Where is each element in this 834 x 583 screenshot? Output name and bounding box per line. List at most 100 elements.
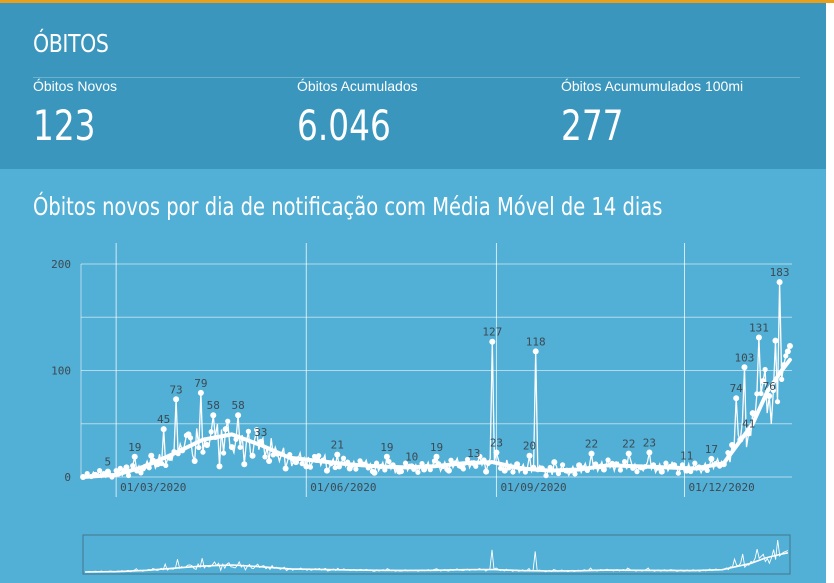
daily-deaths-point xyxy=(130,463,136,469)
daily-deaths-point xyxy=(605,457,611,463)
daily-deaths-point xyxy=(572,471,578,477)
daily-deaths-point xyxy=(228,444,235,451)
data-label: 74 xyxy=(730,382,744,395)
daily-deaths-point xyxy=(334,451,341,458)
data-label: 58 xyxy=(231,399,244,412)
daily-deaths-point xyxy=(249,452,256,459)
daily-deaths-point xyxy=(225,418,231,424)
top-accent-border xyxy=(0,0,834,3)
deaths-line-chart[interactable]: 0 100 200 01/03/2020 01/06/2020 01/09/2020 01/… xyxy=(0,240,826,502)
data-label: 23 xyxy=(490,437,503,450)
daily-deaths-point xyxy=(396,468,403,475)
daily-deaths-point xyxy=(770,387,776,394)
daily-deaths-point xyxy=(131,453,138,460)
daily-deaths-point xyxy=(658,468,665,475)
daily-deaths-point xyxy=(675,470,681,476)
daily-deaths-point xyxy=(200,449,206,455)
daily-deaths-point xyxy=(749,410,756,417)
kpi-new-deaths-label: Óbitos Novos xyxy=(33,78,118,94)
daily-deaths-point xyxy=(543,473,549,479)
daily-deaths-point xyxy=(501,467,508,474)
right-edge-strip xyxy=(826,3,834,583)
daily-deaths-point xyxy=(173,396,180,403)
daily-deaths-point xyxy=(262,454,268,460)
x-tick-label: 01/06/2020 xyxy=(310,481,376,494)
data-label: 58 xyxy=(207,399,220,412)
daily-deaths-point xyxy=(97,468,103,474)
daily-deaths-point xyxy=(138,470,144,476)
daily-deaths-point xyxy=(692,460,698,466)
daily-deaths-point xyxy=(786,343,793,350)
daily-deaths-point xyxy=(433,453,440,460)
daily-deaths-point xyxy=(776,279,783,286)
section-title: ÓBITOS xyxy=(33,29,109,58)
daily-deaths-point xyxy=(191,458,198,465)
daily-deaths-point xyxy=(353,466,359,472)
data-label: 73 xyxy=(169,383,182,396)
daily-deaths-point xyxy=(123,464,130,471)
data-label: 33 xyxy=(254,426,267,439)
kpi-cumulative-deaths: Óbitos Acumulados 6.046 xyxy=(297,79,418,147)
range-navigator-chart[interactable] xyxy=(0,528,826,578)
daily-deaths-point xyxy=(621,459,628,465)
x-tick-label: 01/12/2020 xyxy=(689,481,755,494)
daily-deaths-point xyxy=(625,450,632,457)
daily-deaths-point xyxy=(663,460,669,466)
kpi-cumulative-deaths-label: Óbitos Acumulados xyxy=(297,78,418,94)
daily-deaths-point xyxy=(617,467,624,473)
x-tick-label: 01/09/2020 xyxy=(500,481,566,494)
daily-deaths-point xyxy=(104,468,111,475)
x-tick-label: 01/03/2020 xyxy=(120,481,186,494)
daily-deaths-point xyxy=(445,467,452,474)
daily-deaths-point xyxy=(241,461,248,468)
data-label: 19 xyxy=(430,441,443,454)
daily-deaths-point xyxy=(510,469,516,475)
data-label: 13 xyxy=(467,447,480,460)
daily-deaths-point xyxy=(204,442,211,449)
data-label: 17 xyxy=(705,443,718,456)
daily-deaths-point xyxy=(346,465,353,472)
y-tick-label: 100 xyxy=(51,365,71,378)
daily-deaths-point xyxy=(402,460,409,466)
data-label: 19 xyxy=(380,441,393,454)
data-label: 76 xyxy=(763,380,776,393)
navigator-frame xyxy=(82,534,791,575)
navigator-daily-line xyxy=(85,539,789,573)
daily-deaths-point xyxy=(760,378,767,385)
y-tick-label: 200 xyxy=(51,258,71,271)
kpi-deaths-per-100k: Óbitos Acumumulados 100mi 277 xyxy=(561,79,743,147)
data-label: 41 xyxy=(742,417,755,430)
daily-deaths-point xyxy=(464,456,471,463)
data-label: 23 xyxy=(643,437,656,450)
daily-deaths-point xyxy=(704,467,710,474)
daily-deaths-point xyxy=(415,469,421,475)
daily-deaths-point xyxy=(493,449,500,456)
daily-deaths-point xyxy=(371,469,378,476)
daily-deaths-point xyxy=(216,463,223,470)
daily-deaths-point xyxy=(483,468,490,475)
daily-deaths-point xyxy=(254,426,260,433)
daily-deaths-point xyxy=(245,428,252,434)
daily-deaths-point xyxy=(208,429,214,435)
kpi-new-deaths-value: 123 xyxy=(33,101,96,150)
daily-deaths-point xyxy=(477,453,483,460)
daily-deaths-point xyxy=(431,458,438,464)
daily-deaths-point xyxy=(576,462,583,469)
daily-deaths-point xyxy=(117,465,123,471)
daily-deaths-point xyxy=(266,458,273,465)
kpi-deaths-per-100k-label: Óbitos Acumumulados 100mi xyxy=(561,78,744,94)
data-label: 183 xyxy=(770,266,790,279)
moving-average-line xyxy=(81,357,792,479)
daily-deaths-point xyxy=(185,431,192,438)
daily-deaths-point xyxy=(237,444,243,450)
daily-deaths-point xyxy=(323,467,330,474)
data-label: 118 xyxy=(526,335,546,348)
daily-deaths-point xyxy=(758,390,764,397)
daily-deaths-point xyxy=(282,465,289,472)
data-label: 10 xyxy=(405,450,418,463)
daily-deaths-point xyxy=(783,353,789,359)
daily-deaths-point xyxy=(303,463,310,470)
daily-deaths-point xyxy=(299,461,305,467)
daily-deaths-point xyxy=(646,449,653,456)
data-label: 103 xyxy=(735,351,755,364)
